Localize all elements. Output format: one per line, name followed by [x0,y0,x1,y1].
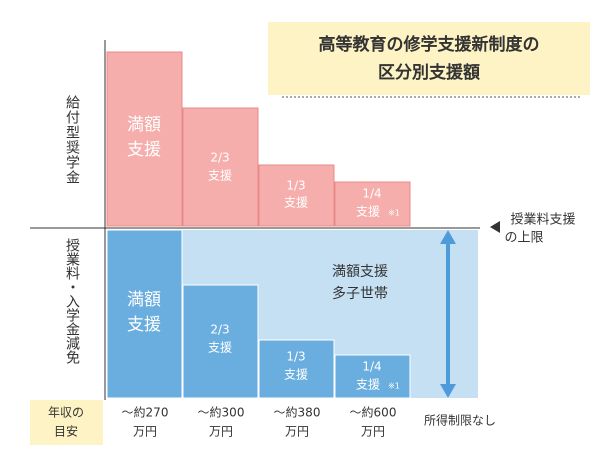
section-label: 給付型奨学金 [64,95,80,185]
bar-label: 支援 [127,140,161,160]
multi-child-label: 多子世帯 [332,285,388,302]
cap-label: 授業料支援 [510,212,575,228]
income-box [30,400,103,445]
bar-label: 満額 [127,115,161,135]
title: 区分別支援額 [378,62,480,83]
bar-label: 支援 [208,341,232,355]
bar-label: 1/4 [362,360,381,374]
income-label: 目安 [54,424,78,439]
pointer [490,221,500,233]
bar-label: 支援 [284,368,308,382]
income-level: 万円 [361,425,385,439]
grant-bar [334,181,411,227]
income-level: 〜約270 [122,405,169,420]
bar-label: 2/3 [210,323,229,337]
grant-bar [106,51,183,227]
tuition-bar [334,354,411,399]
income-label: 年収の [48,406,84,420]
bar-label: 支援 [127,315,161,335]
bar-label: 支援 [208,169,232,183]
income-level: 〜約300 [198,405,245,420]
bar-label: 満額 [127,290,161,310]
bar-note: ※1 [388,209,400,218]
arrow-head [440,384,456,398]
section-label: 授業料・入学金減免 [64,238,80,365]
income-level: 万円 [285,425,309,439]
bar-label: 支援 [356,378,380,392]
bar-note: ※1 [388,382,400,391]
income-level: 〜約380 [274,405,321,420]
bar-label: 2/3 [210,151,229,165]
title: 高等教育の修学支援新制度の [319,34,540,55]
tuition-bar [258,339,335,399]
grant-bar [258,164,335,227]
income-level: 万円 [209,425,233,439]
grant-bar [182,107,259,227]
cap-label: の上限 [504,231,543,246]
bar-label: 1/3 [286,179,305,193]
bar-label: 支援 [356,205,380,219]
bar-label: 1/3 [286,350,305,364]
no-limit-label: 所得制限なし [424,413,496,428]
income-level: 万円 [133,425,157,439]
bar-label: 1/4 [362,187,381,201]
multi-child-label: 満額支援 [332,264,388,280]
title-box [268,22,590,95]
tuition-bar [106,229,183,399]
tuition-bar [182,284,259,399]
arrow-head [440,230,456,244]
income-level: 〜約600 [350,405,397,420]
bar-label: 支援 [284,196,308,210]
